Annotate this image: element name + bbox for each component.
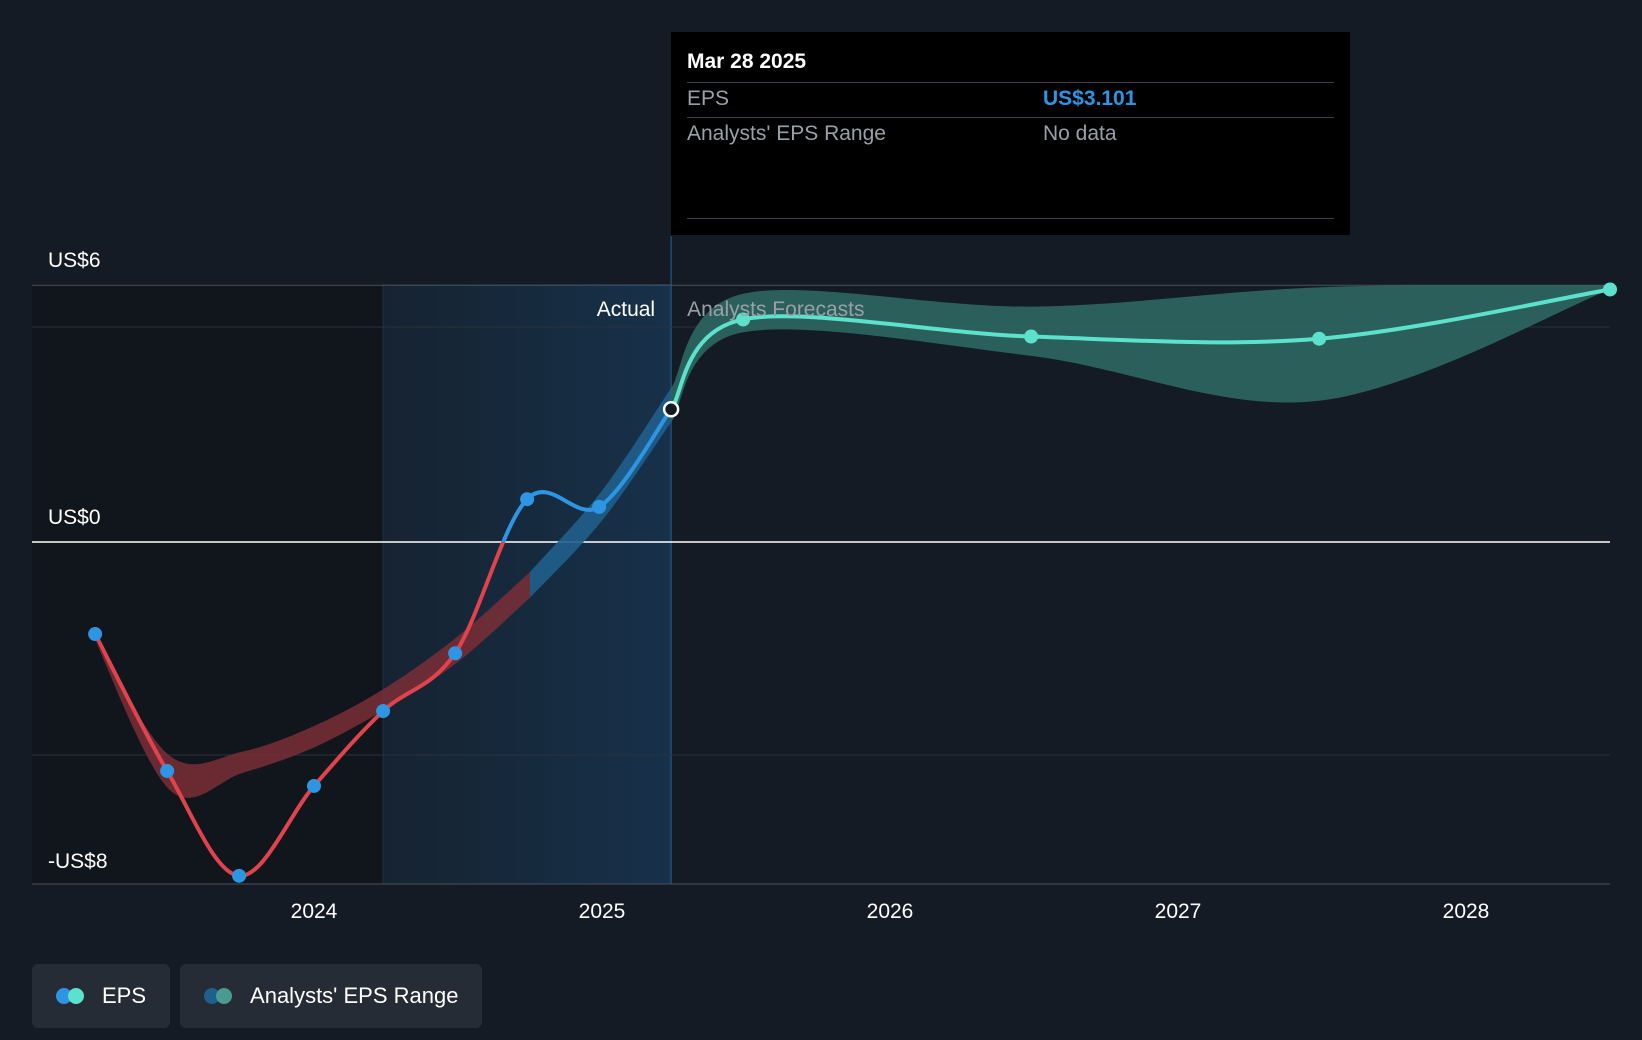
eps-forecast-line — [669, 287, 1611, 411]
eps-actual-point[interactable] — [520, 492, 535, 507]
x-tick-label: 2025 — [579, 900, 626, 923]
y-tick-label: -US$8 — [48, 850, 108, 873]
legend-eps-button[interactable]: EPS — [32, 964, 171, 1028]
tooltip-date: Mar 28 2025 — [687, 50, 807, 73]
eps-actual-point-selected[interactable] — [662, 401, 680, 418]
forecast-label: Analysts Forecasts — [687, 298, 864, 321]
eps-forecast-point[interactable] — [1312, 331, 1327, 346]
eps-actual-point[interactable] — [376, 704, 391, 719]
tooltip: Mar 28 2025 EPS US$3.101 Analysts' EPS R… — [671, 32, 1350, 235]
legend: EPS Analysts' EPS Range — [32, 964, 483, 1028]
eps-actual-point[interactable] — [592, 499, 607, 514]
eps-forecast-point[interactable] — [736, 312, 751, 327]
x-tick-label: 2026 — [867, 900, 914, 923]
forecast-range — [671, 285, 1610, 423]
tooltip-range-value: No data — [1043, 122, 1117, 145]
eps-actual-point[interactable] — [88, 627, 103, 642]
tooltip-eps-label: EPS — [687, 87, 730, 110]
tooltip-row-range: Analysts' EPS Range No data — [687, 117, 1334, 152]
y-tick-label: US$6 — [48, 249, 101, 272]
x-tick-label: 2028 — [1443, 900, 1490, 923]
eps-actual-point[interactable] — [448, 646, 463, 661]
eps-actual-point[interactable] — [307, 778, 321, 793]
y-tick-label: US$0 — [48, 506, 101, 529]
legend-range-label: Analysts' EPS Range — [250, 983, 459, 1008]
eps-forecast-point[interactable] — [1603, 282, 1617, 297]
range-swatch-icon — [204, 988, 234, 1004]
legend-eps-label: EPS — [102, 983, 147, 1008]
legend-range-button[interactable]: Analysts' EPS Range — [180, 964, 483, 1028]
eps-actual-line-positive — [501, 408, 673, 542]
x-tick-label: 2024 — [291, 900, 338, 923]
tooltip-divider — [687, 218, 1334, 219]
eps-swatch-icon — [56, 988, 86, 1004]
actual-label: Actual — [597, 298, 655, 321]
tooltip-range-label: Analysts' EPS Range — [687, 122, 886, 145]
eps-actual-point[interactable] — [232, 868, 247, 883]
eps-forecast-point[interactable] — [1024, 329, 1039, 344]
tooltip-eps-value: US$3.101 — [1043, 87, 1137, 110]
eps-actual-point[interactable] — [160, 763, 175, 778]
past-band — [32, 284, 384, 884]
actual-range-positive — [530, 387, 672, 598]
x-tick-label: 2027 — [1155, 900, 1202, 923]
tooltip-row-eps: EPS US$3.101 — [687, 82, 1334, 117]
